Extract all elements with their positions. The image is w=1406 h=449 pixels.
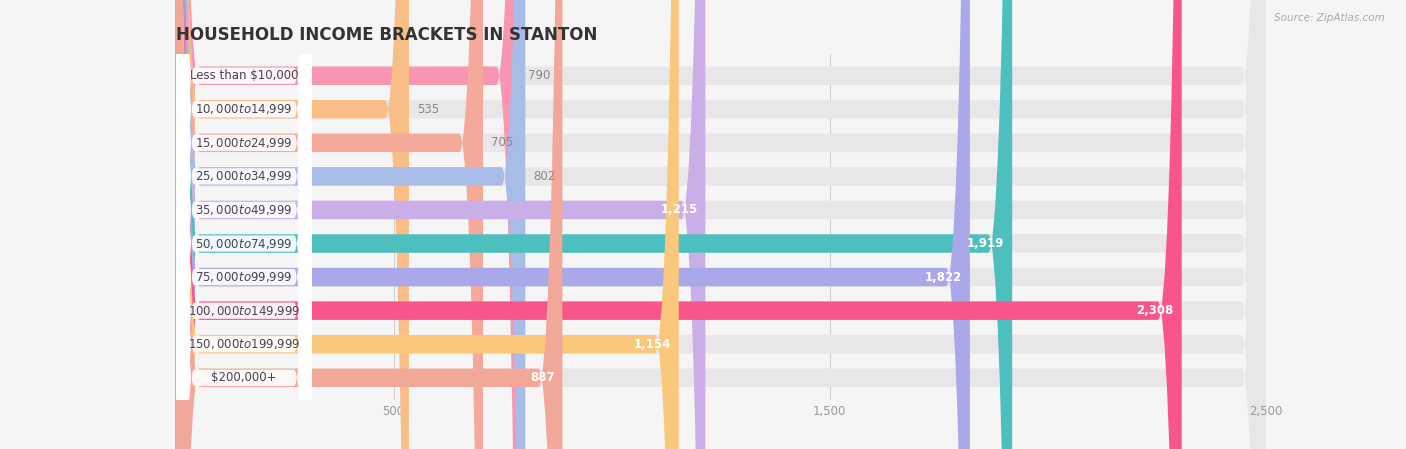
Text: Less than $10,000: Less than $10,000 [190, 69, 298, 82]
FancyBboxPatch shape [176, 0, 1265, 449]
FancyBboxPatch shape [177, 0, 312, 449]
Text: HOUSEHOLD INCOME BRACKETS IN STANTON: HOUSEHOLD INCOME BRACKETS IN STANTON [176, 26, 598, 44]
FancyBboxPatch shape [176, 0, 1265, 449]
FancyBboxPatch shape [176, 0, 1265, 449]
Text: $100,000 to $149,999: $100,000 to $149,999 [188, 304, 301, 317]
FancyBboxPatch shape [176, 0, 520, 449]
Text: $75,000 to $99,999: $75,000 to $99,999 [195, 270, 292, 284]
Text: $50,000 to $74,999: $50,000 to $74,999 [195, 237, 292, 251]
Text: $15,000 to $24,999: $15,000 to $24,999 [195, 136, 292, 150]
FancyBboxPatch shape [177, 0, 312, 449]
FancyBboxPatch shape [177, 0, 312, 449]
FancyBboxPatch shape [177, 0, 312, 449]
FancyBboxPatch shape [176, 0, 679, 449]
Text: 802: 802 [533, 170, 555, 183]
Text: $35,000 to $49,999: $35,000 to $49,999 [195, 203, 292, 217]
FancyBboxPatch shape [176, 0, 1265, 449]
FancyBboxPatch shape [176, 0, 562, 449]
Text: $150,000 to $199,999: $150,000 to $199,999 [188, 337, 301, 351]
FancyBboxPatch shape [176, 0, 1265, 449]
Text: Source: ZipAtlas.com: Source: ZipAtlas.com [1274, 13, 1385, 23]
FancyBboxPatch shape [177, 0, 312, 449]
FancyBboxPatch shape [176, 0, 1012, 449]
FancyBboxPatch shape [176, 0, 1265, 449]
FancyBboxPatch shape [176, 0, 706, 449]
FancyBboxPatch shape [177, 0, 312, 449]
Text: $10,000 to $14,999: $10,000 to $14,999 [195, 102, 292, 116]
FancyBboxPatch shape [177, 0, 312, 449]
FancyBboxPatch shape [176, 0, 1181, 449]
Text: $25,000 to $34,999: $25,000 to $34,999 [195, 169, 292, 183]
FancyBboxPatch shape [176, 0, 1265, 449]
FancyBboxPatch shape [176, 0, 526, 449]
Text: 2,308: 2,308 [1136, 304, 1174, 317]
Text: 790: 790 [527, 69, 550, 82]
Text: $200,000+: $200,000+ [211, 371, 277, 384]
Text: 705: 705 [491, 136, 513, 150]
Text: 1,215: 1,215 [661, 203, 697, 216]
Text: 1,919: 1,919 [967, 237, 1004, 250]
Text: 887: 887 [530, 371, 554, 384]
FancyBboxPatch shape [176, 0, 1265, 449]
Text: 535: 535 [416, 103, 439, 116]
FancyBboxPatch shape [177, 0, 312, 449]
Text: 1,822: 1,822 [925, 271, 962, 284]
FancyBboxPatch shape [176, 0, 970, 449]
FancyBboxPatch shape [176, 0, 1265, 449]
FancyBboxPatch shape [176, 0, 409, 449]
FancyBboxPatch shape [176, 0, 484, 449]
FancyBboxPatch shape [177, 0, 312, 449]
FancyBboxPatch shape [176, 0, 1265, 449]
Text: 1,154: 1,154 [634, 338, 671, 351]
FancyBboxPatch shape [177, 0, 312, 449]
